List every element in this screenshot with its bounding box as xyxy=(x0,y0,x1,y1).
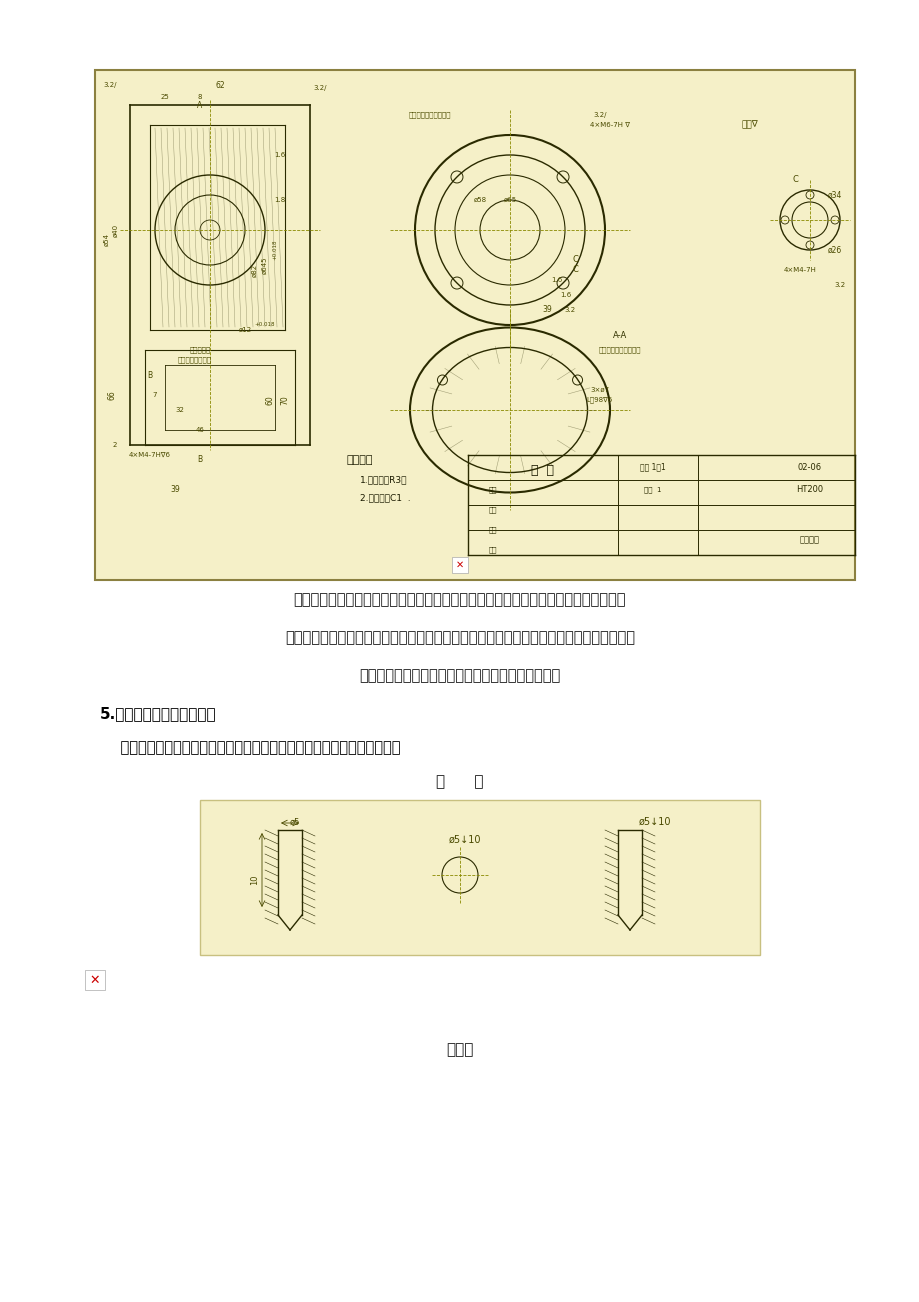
Bar xyxy=(85,970,105,990)
Text: C: C xyxy=(791,176,797,185)
Text: ✕: ✕ xyxy=(90,974,100,987)
Text: 46: 46 xyxy=(196,427,204,434)
Text: 70: 70 xyxy=(280,395,289,405)
Text: L⌒98∇6: L⌒98∇6 xyxy=(586,397,612,404)
Text: ø65: ø65 xyxy=(503,197,516,203)
Text: 62: 62 xyxy=(215,81,224,90)
Text: A: A xyxy=(198,100,202,109)
Text: ø5↓10: ø5↓10 xyxy=(448,835,481,845)
Text: A-A: A-A xyxy=(612,331,627,340)
Text: +0.018: +0.018 xyxy=(272,240,278,260)
Text: 径向和局度: 径向和局度 xyxy=(189,346,210,353)
Text: 39: 39 xyxy=(541,306,551,315)
Text: 长度方向主窟尺寸基准: 长度方向主窟尺寸基准 xyxy=(408,112,450,118)
Text: 4×M4-7H: 4×M4-7H xyxy=(783,267,815,273)
Text: 60: 60 xyxy=(266,395,274,405)
Text: +0.018: +0.018 xyxy=(255,323,275,328)
Text: ✕: ✕ xyxy=(456,560,463,570)
Text: B: B xyxy=(198,456,202,465)
Text: 1.6: 1.6 xyxy=(274,152,285,158)
Text: 方向主窟尺寸基准: 方向主窟尺寸基准 xyxy=(177,357,211,363)
Text: ø645: ø645 xyxy=(262,256,267,273)
Text: ø40: ø40 xyxy=(113,224,119,237)
Text: C: C xyxy=(572,255,577,264)
Text: 在标注尺寸方面，通常选用设计上要求的轴线、重要的安装面、接触面（或加工面）、: 在标注尺寸方面，通常选用设计上要求的轴线、重要的安装面、接触面（或加工面）、 xyxy=(293,592,626,608)
Text: 描图: 描图 xyxy=(488,506,496,513)
Text: 1.未注圆角R3。: 1.未注圆角R3。 xyxy=(359,475,407,484)
Text: 制图: 制图 xyxy=(488,487,496,493)
Text: B: B xyxy=(147,371,153,379)
Text: 5.零件常见结构的尺寸注法: 5.零件常见结构的尺寸注法 xyxy=(100,707,216,721)
Text: C: C xyxy=(572,266,577,275)
Text: 1.8: 1.8 xyxy=(274,197,285,203)
Text: 其余∇: 其余∇ xyxy=(741,121,757,129)
Text: 技术要求: 技术要求 xyxy=(346,454,373,465)
Text: 66: 66 xyxy=(108,391,117,400)
Text: 窟度方向主窟尺寸基准: 窟度方向主窟尺寸基准 xyxy=(598,346,641,353)
Text: ø34: ø34 xyxy=(827,190,841,199)
Text: 32: 32 xyxy=(176,408,184,413)
Text: 25: 25 xyxy=(161,94,169,100)
Text: 常见孔的尺寸注法（盲孔、螺纹孔、沉孔、锪平孔）；倒角的尺寸注法。: 常见孔的尺寸注法（盲孔、螺纹孔、沉孔、锪平孔）；倒角的尺寸注法。 xyxy=(100,741,400,755)
Text: ø26: ø26 xyxy=(827,246,841,254)
Text: 审核: 审核 xyxy=(488,527,496,534)
Text: 1.6: 1.6 xyxy=(560,292,571,298)
Text: ø5↓10: ø5↓10 xyxy=(638,816,671,827)
Text: ø5: ø5 xyxy=(289,818,300,827)
Text: 2.未注倒角C1  .: 2.未注倒角C1 . xyxy=(359,493,410,503)
Text: 4×M4-7H∇6: 4×M4-7H∇6 xyxy=(129,452,171,458)
Text: 箱  体: 箱 体 xyxy=(531,464,554,477)
Text: 3.2: 3.2 xyxy=(834,283,845,288)
Text: 10: 10 xyxy=(250,875,259,885)
Text: （厂名）: （厂名） xyxy=(800,535,819,544)
Text: 02-06: 02-06 xyxy=(797,462,822,471)
Bar xyxy=(95,70,854,579)
Text: 盲      孔: 盲 孔 xyxy=(436,775,483,789)
Text: 2: 2 xyxy=(113,441,117,448)
Text: ø58: ø58 xyxy=(473,197,486,203)
Text: 3.2: 3.2 xyxy=(564,307,575,312)
Bar xyxy=(451,557,468,573)
Text: 8: 8 xyxy=(198,94,202,100)
Text: ø82: ø82 xyxy=(252,263,257,276)
Text: 3×ø7: 3×ø7 xyxy=(590,387,609,393)
Text: 3.2/: 3.2/ xyxy=(593,112,607,118)
Text: 3.2/: 3.2/ xyxy=(103,82,117,89)
Text: 批准: 批准 xyxy=(488,547,496,553)
Bar xyxy=(199,799,759,954)
Text: 3.2/: 3.2/ xyxy=(312,85,326,91)
Text: 分，应尽可能按便于加工和检验的要求来标注尺寸。: 分，应尽可能按便于加工和检验的要求来标注尺寸。 xyxy=(359,668,560,684)
Text: 比例 1：1: 比例 1：1 xyxy=(640,462,665,471)
Text: 1.6: 1.6 xyxy=(550,277,562,283)
Text: 7: 7 xyxy=(153,392,157,398)
Text: ø54: ø54 xyxy=(104,233,110,246)
Text: HT200: HT200 xyxy=(796,486,823,495)
Text: 4×M6-7H ∇: 4×M6-7H ∇ xyxy=(589,122,630,128)
Text: 件数  1: 件数 1 xyxy=(643,487,661,493)
Text: 箱体某些主要结构的对称面（宽度、长度）等作为尺寸基准。对于箱体上需要切削加工的部: 箱体某些主要结构的对称面（宽度、长度）等作为尺寸基准。对于箱体上需要切削加工的部 xyxy=(285,630,634,646)
Text: ø12: ø12 xyxy=(238,327,251,333)
Text: 39: 39 xyxy=(170,486,180,495)
Text: 螺纹孔: 螺纹孔 xyxy=(446,1043,473,1057)
